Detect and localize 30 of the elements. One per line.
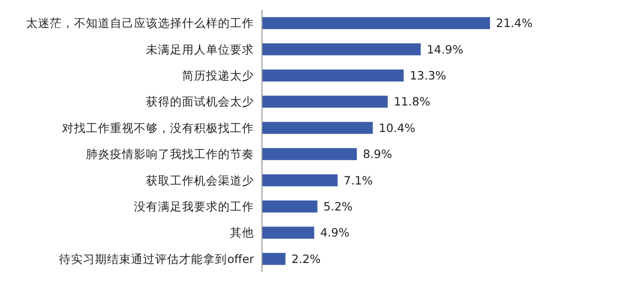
y-tick-label: 肺炎疫情影响了我找工作的节奏 xyxy=(86,147,254,162)
bar xyxy=(262,148,357,160)
y-tick-label: 其他 xyxy=(230,226,254,240)
bar xyxy=(262,200,318,212)
data-label: 2.2% xyxy=(291,252,321,266)
data-label: 21.4% xyxy=(496,16,533,30)
data-label: 7.1% xyxy=(344,173,373,188)
y-tick-label: 对找工作重视不够，没有积极找工作 xyxy=(62,120,254,135)
bar xyxy=(262,43,421,56)
y-tick-label: 获取工作机会渠道少 xyxy=(146,173,254,188)
bar xyxy=(262,96,388,108)
bar xyxy=(262,17,490,30)
data-label: 14.9% xyxy=(426,42,464,56)
y-tick-label: 没有满足我要求的工作 xyxy=(134,200,254,214)
y-tick-label: 简历投递太少 xyxy=(182,68,254,82)
bar xyxy=(262,174,338,186)
y-tick-label: 待实习期结束通过评估才能拿到offer xyxy=(59,252,254,266)
data-label: 13.3% xyxy=(410,68,446,82)
bar xyxy=(262,122,373,134)
y-tick-label: 未满足用人单位要求 xyxy=(146,42,254,56)
data-label: 10.4% xyxy=(378,120,416,135)
bar xyxy=(262,226,314,239)
data-label: 4.9% xyxy=(320,226,350,240)
y-tick-label: 获得的面试机会太少 xyxy=(146,94,254,109)
bar xyxy=(262,70,404,82)
y-tick-label: 太迷茫，不知道自己应该选择什么样的工作 xyxy=(26,16,254,30)
bar xyxy=(262,252,286,265)
data-label: 11.8% xyxy=(394,94,430,109)
data-label: 5.2% xyxy=(323,200,353,214)
data-label: 8.9% xyxy=(362,147,392,162)
